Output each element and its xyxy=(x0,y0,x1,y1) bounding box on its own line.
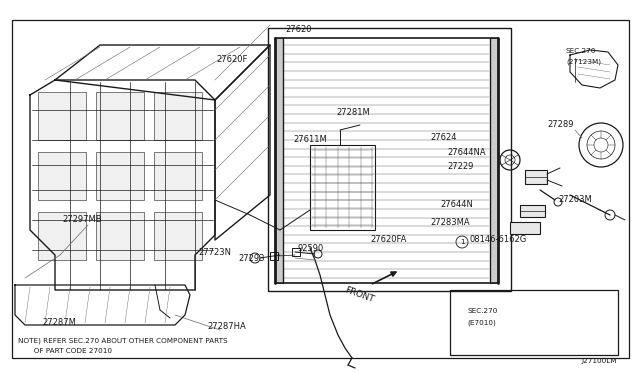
Text: 27293: 27293 xyxy=(238,254,264,263)
Text: SEC.270: SEC.270 xyxy=(467,308,497,314)
Text: SEC.270: SEC.270 xyxy=(566,48,596,54)
Text: 27620FA: 27620FA xyxy=(370,235,406,244)
Bar xyxy=(310,145,375,230)
Bar xyxy=(38,212,86,260)
Bar xyxy=(275,38,283,283)
Bar xyxy=(270,252,278,260)
Text: 27229: 27229 xyxy=(447,162,474,171)
Text: 27620F: 27620F xyxy=(216,55,248,64)
Bar xyxy=(525,170,547,184)
Bar xyxy=(268,28,511,291)
Bar xyxy=(510,222,540,234)
Bar xyxy=(154,92,202,140)
Bar xyxy=(154,152,202,200)
Text: 27611M: 27611M xyxy=(293,135,327,144)
Text: NOTE) REFER SEC.270 ABOUT OTHER COMPONENT PARTS: NOTE) REFER SEC.270 ABOUT OTHER COMPONEN… xyxy=(18,338,228,344)
Text: FRONT: FRONT xyxy=(344,286,375,305)
Text: 27203M: 27203M xyxy=(558,195,592,204)
Text: 92590: 92590 xyxy=(298,244,324,253)
Bar xyxy=(490,38,498,283)
Text: 27620: 27620 xyxy=(285,25,312,34)
Bar xyxy=(38,152,86,200)
Bar xyxy=(292,248,300,256)
Bar xyxy=(96,92,144,140)
Text: (E7010): (E7010) xyxy=(467,320,496,327)
Bar xyxy=(450,290,618,355)
Text: J27100LM: J27100LM xyxy=(582,358,617,364)
Text: 08146-6162G: 08146-6162G xyxy=(470,235,527,244)
Text: 27287HA: 27287HA xyxy=(207,322,246,331)
Text: 27297MB: 27297MB xyxy=(62,215,102,224)
Bar xyxy=(96,212,144,260)
Bar xyxy=(154,212,202,260)
Text: 27624: 27624 xyxy=(430,133,456,142)
Bar xyxy=(96,152,144,200)
Text: 27287M: 27287M xyxy=(42,318,76,327)
Text: 27723N: 27723N xyxy=(198,248,231,257)
Text: 27644NA: 27644NA xyxy=(447,148,486,157)
Text: (27123M): (27123M) xyxy=(566,58,601,64)
Text: 27644N: 27644N xyxy=(440,200,473,209)
Bar xyxy=(38,92,86,140)
Text: 27283MA: 27283MA xyxy=(430,218,470,227)
Text: 1: 1 xyxy=(460,239,464,245)
Text: OF PART CODE 27010: OF PART CODE 27010 xyxy=(18,348,112,354)
Text: 27281M: 27281M xyxy=(336,108,370,117)
Bar xyxy=(520,205,545,217)
Text: 27289: 27289 xyxy=(547,120,573,129)
